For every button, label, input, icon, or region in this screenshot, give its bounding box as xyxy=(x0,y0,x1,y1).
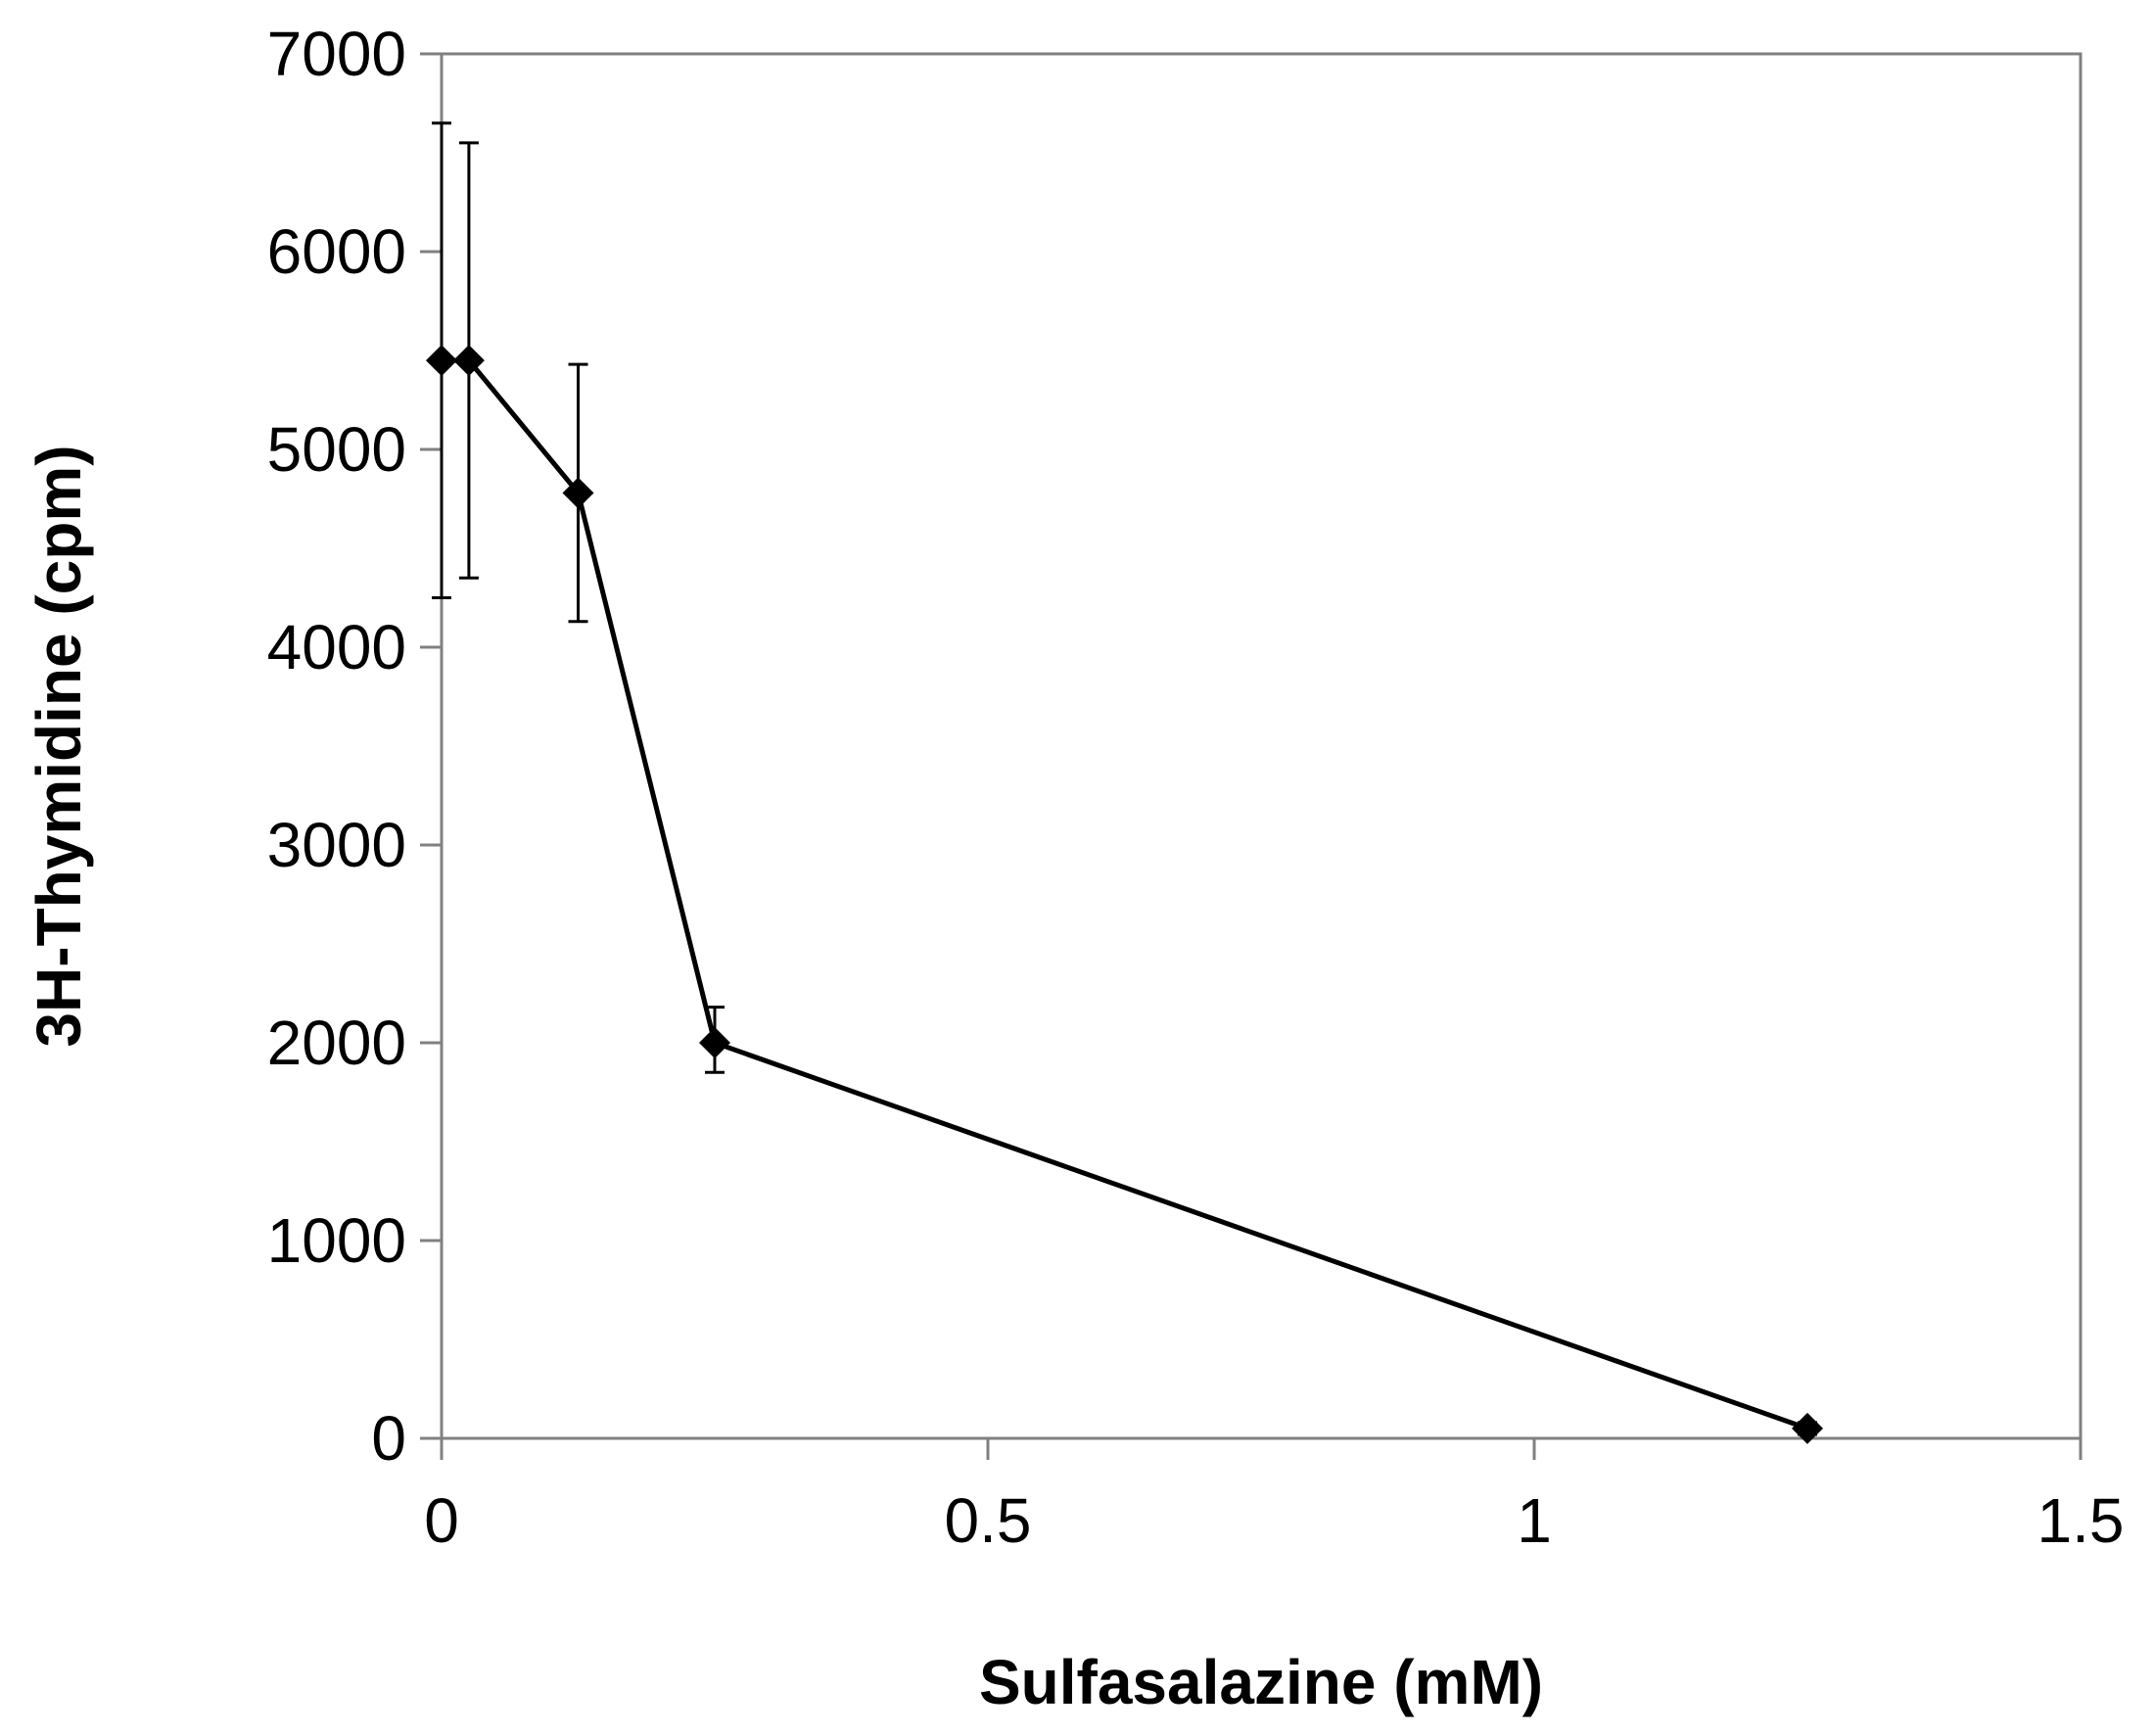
data-point xyxy=(699,1027,730,1058)
y-tick-label: 5000 xyxy=(267,414,406,485)
data-point xyxy=(1792,1412,1823,1444)
error-bars xyxy=(432,121,1817,1436)
data-point xyxy=(562,477,594,509)
data-point xyxy=(426,345,457,377)
x-axis-title: Sulfasalazine (mM) xyxy=(979,1647,1543,1717)
y-tick-label: 3000 xyxy=(267,810,406,880)
data-point xyxy=(452,345,485,377)
y-axis-ticks: 0 1000 2000 3000 4000 5000 6000 7000 xyxy=(267,19,442,1474)
y-tick-label: 7000 xyxy=(267,19,406,89)
series-line xyxy=(442,357,1808,1431)
y-axis-title: 3H-Thymidine (cpm) xyxy=(23,445,94,1047)
plot-area-frame xyxy=(440,52,2083,1440)
x-tick-label: 1 xyxy=(1517,1485,1552,1556)
x-axis-ticks: 0 0.5 1 1.5 xyxy=(424,1438,2124,1556)
x-tick-label: 0.5 xyxy=(945,1485,1032,1556)
y-tick-label: 0 xyxy=(371,1403,406,1474)
x-tick-label: 0 xyxy=(424,1485,459,1556)
y-tick-label: 1000 xyxy=(267,1205,406,1276)
x-tick-label: 1.5 xyxy=(2037,1485,2125,1556)
data-markers xyxy=(426,345,1823,1444)
y-tick-label: 6000 xyxy=(267,216,406,287)
y-tick-label: 2000 xyxy=(267,1008,406,1078)
y-tick-label: 4000 xyxy=(267,612,406,682)
